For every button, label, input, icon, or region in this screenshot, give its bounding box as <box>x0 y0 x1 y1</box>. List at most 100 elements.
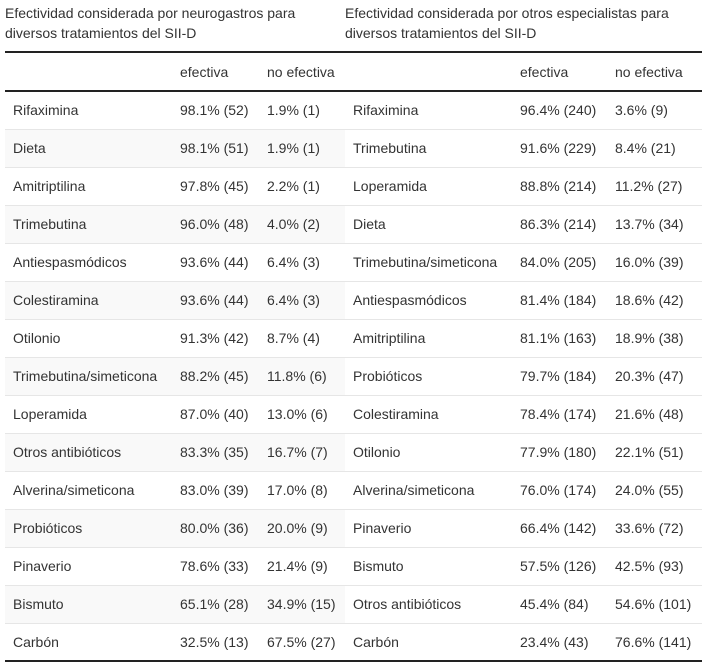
right-not-effective-cell: 13.7% (34) <box>615 216 684 232</box>
left-not-effective-cell: 1.9% (1) <box>267 102 320 119</box>
table-row: Amitriptilina 97.8% (45) 2.2% (1) Loperamid… <box>5 167 702 205</box>
left-not-effective-cell: 8.7% (4) <box>267 330 320 346</box>
title-right-line-1: Efectividad considerada por otros especi… <box>345 5 669 21</box>
header-left-treatment <box>5 52 172 91</box>
right-treatment-cell: Trimebutina/simeticona <box>353 254 498 270</box>
title-left-line-2: diversos tratamientos del SII-D <box>5 25 197 41</box>
left-effective-cell: 83.0% (39) <box>180 482 249 498</box>
right-not-effective-cell: 18.9% (38) <box>615 330 684 346</box>
left-not-effective-cell: 13.0% (6) <box>267 406 328 422</box>
left-effective-cell: 80.0% (36) <box>172 509 259 547</box>
left-effective-cell: 65.1% (28) <box>172 585 259 623</box>
right-effective-cell: 45.4% (84) <box>520 596 589 612</box>
table-row: Trimebutina/simeticona 88.2% (45) 11.8% (6… <box>5 357 702 395</box>
left-not-effective-cell: 4.0% (2) <box>259 205 345 243</box>
right-effective-cell: 81.4% (184) <box>520 292 597 308</box>
title-otros-especialistas: Efectividad considerada por otros especi… <box>345 3 669 43</box>
right-treatment-cell: Loperamida <box>353 178 427 194</box>
left-treatment-cell: Trimebutina/simeticona <box>5 357 172 395</box>
left-treatment-cell: Probióticos <box>5 509 172 547</box>
right-not-effective-cell: 22.1% (51) <box>615 444 684 460</box>
right-effective-cell: 77.9% (180) <box>520 444 597 460</box>
title-left-line-1: Efectividad considerada por neurogastros… <box>5 5 296 21</box>
table-row: Carbón 32.5% (13) 67.5% (27) Carbón 23.4% (4… <box>5 623 702 661</box>
table-row: Dieta 98.1% (51) 1.9% (1) Trimebutina 91.6% … <box>5 129 702 167</box>
right-treatment-cell: Colestiramina <box>353 406 439 422</box>
right-effective-cell: 78.4% (174) <box>520 406 597 422</box>
right-not-effective-cell: 11.2% (27) <box>615 178 683 194</box>
header-left-not-effective: no efectiva <box>267 63 335 80</box>
right-treatment-cell: Bismuto <box>353 558 404 574</box>
right-treatment-cell: Antiespasmódicos <box>353 292 467 308</box>
left-treatment-cell: Antiespasmódicos <box>13 254 127 270</box>
right-treatment-cell: Trimebutina <box>353 140 427 156</box>
left-not-effective-cell: 6.4% (3) <box>259 281 345 319</box>
right-effective-cell: 76.0% (174) <box>520 482 597 498</box>
table-row: Bismuto 65.1% (28) 34.9% (15) Otros antibió… <box>5 585 702 623</box>
left-treatment-cell: Alverina/simeticona <box>13 482 135 498</box>
left-treatment-cell: Trimebutina <box>5 205 172 243</box>
header-right-not-effective: no efectiva <box>615 63 683 80</box>
left-treatment-cell: Otilonio <box>13 330 61 346</box>
left-treatment-cell: Bismuto <box>5 585 172 623</box>
right-treatment-cell: Otilonio <box>353 444 401 460</box>
left-effective-cell: 91.3% (42) <box>180 330 249 346</box>
left-effective-cell: 83.3% (35) <box>172 433 259 471</box>
right-treatment-cell: Alverina/simeticona <box>353 482 475 498</box>
table-row: Probióticos 80.0% (36) 20.0% (9) Pinaverio 6… <box>5 509 702 547</box>
left-effective-cell: 98.1% (52) <box>180 102 249 119</box>
right-treatment-cell: Probióticos <box>353 368 423 384</box>
right-not-effective-cell: 33.6% (72) <box>615 520 684 536</box>
right-effective-cell: 81.1% (163) <box>520 330 597 346</box>
left-not-effective-cell: 16.7% (7) <box>259 433 345 471</box>
left-effective-cell: 96.0% (48) <box>172 205 259 243</box>
left-treatment-cell: Dieta <box>5 129 172 167</box>
right-not-effective-cell: 42.5% (93) <box>615 558 684 574</box>
title-neurogastros: Efectividad considerada por neurogastros… <box>5 3 295 43</box>
left-treatment-cell: Amitriptilina <box>13 178 86 194</box>
right-not-effective-cell: 18.6% (42) <box>615 292 684 308</box>
left-treatment-cell: Carbón <box>13 633 59 650</box>
right-effective-cell: 86.3% (214) <box>520 216 597 232</box>
table-row: Colestiramina 93.6% (44) 6.4% (3) Antiespas… <box>5 281 702 319</box>
left-not-effective-cell: 34.9% (15) <box>259 585 345 623</box>
left-effective-cell: 78.6% (33) <box>180 558 249 574</box>
left-not-effective-cell: 20.0% (9) <box>259 509 345 547</box>
header-left-effective: efectiva <box>180 63 229 80</box>
table-body: Rifaximina 98.1% (52) 1.9% (1) Rifaximina 96… <box>5 91 702 661</box>
left-not-effective-cell: 17.0% (8) <box>267 482 328 498</box>
right-effective-cell: 96.4% (240) <box>520 102 597 119</box>
effectiveness-table: efectiva no efectiva efectiva no efectiv… <box>5 51 702 662</box>
header-row: efectiva no efectiva efectiva no efectiv… <box>5 52 702 91</box>
table-row: Otilonio 91.3% (42) 8.7% (4) Amitriptilina 8… <box>5 319 702 357</box>
header-right-treatment <box>345 52 512 91</box>
right-treatment-cell: Rifaximina <box>353 102 419 119</box>
left-treatment-cell: Colestiramina <box>5 281 172 319</box>
right-not-effective-cell: 21.6% (48) <box>615 406 684 422</box>
left-effective-cell: 93.6% (44) <box>180 254 249 270</box>
left-effective-cell: 98.1% (51) <box>172 129 259 167</box>
left-effective-cell: 88.2% (45) <box>172 357 259 395</box>
left-not-effective-cell: 11.8% (6) <box>259 357 345 395</box>
right-treatment-cell: Carbón <box>353 633 399 650</box>
left-treatment-cell: Otros antibióticos <box>5 433 172 471</box>
table-row: Otros antibióticos 83.3% (35) 16.7% (7) Oti… <box>5 433 702 471</box>
right-treatment-cell: Otros antibióticos <box>353 596 462 612</box>
right-not-effective-cell: 16.0% (39) <box>615 254 684 270</box>
left-not-effective-cell: 2.2% (1) <box>267 178 320 194</box>
left-not-effective-cell: 1.9% (1) <box>259 129 345 167</box>
table-row: Rifaximina 98.1% (52) 1.9% (1) Rifaximina 96… <box>5 91 702 129</box>
right-effective-cell: 79.7% (184) <box>520 368 597 384</box>
right-treatment-cell: Amitriptilina <box>353 330 426 346</box>
right-effective-cell: 88.8% (214) <box>520 178 597 194</box>
right-not-effective-cell: 20.3% (47) <box>615 368 684 384</box>
left-not-effective-cell: 21.4% (9) <box>267 558 328 574</box>
table-row: Pinaverio 78.6% (33) 21.4% (9) Bismuto 57.5%… <box>5 547 702 585</box>
right-effective-cell: 91.6% (229) <box>520 140 597 156</box>
right-not-effective-cell: 76.6% (141) <box>615 633 692 650</box>
right-effective-cell: 23.4% (43) <box>520 633 589 650</box>
right-treatment-cell: Pinaverio <box>353 520 412 536</box>
right-effective-cell: 84.0% (205) <box>520 254 597 270</box>
left-treatment-cell: Pinaverio <box>13 558 72 574</box>
left-effective-cell: 32.5% (13) <box>180 633 249 650</box>
